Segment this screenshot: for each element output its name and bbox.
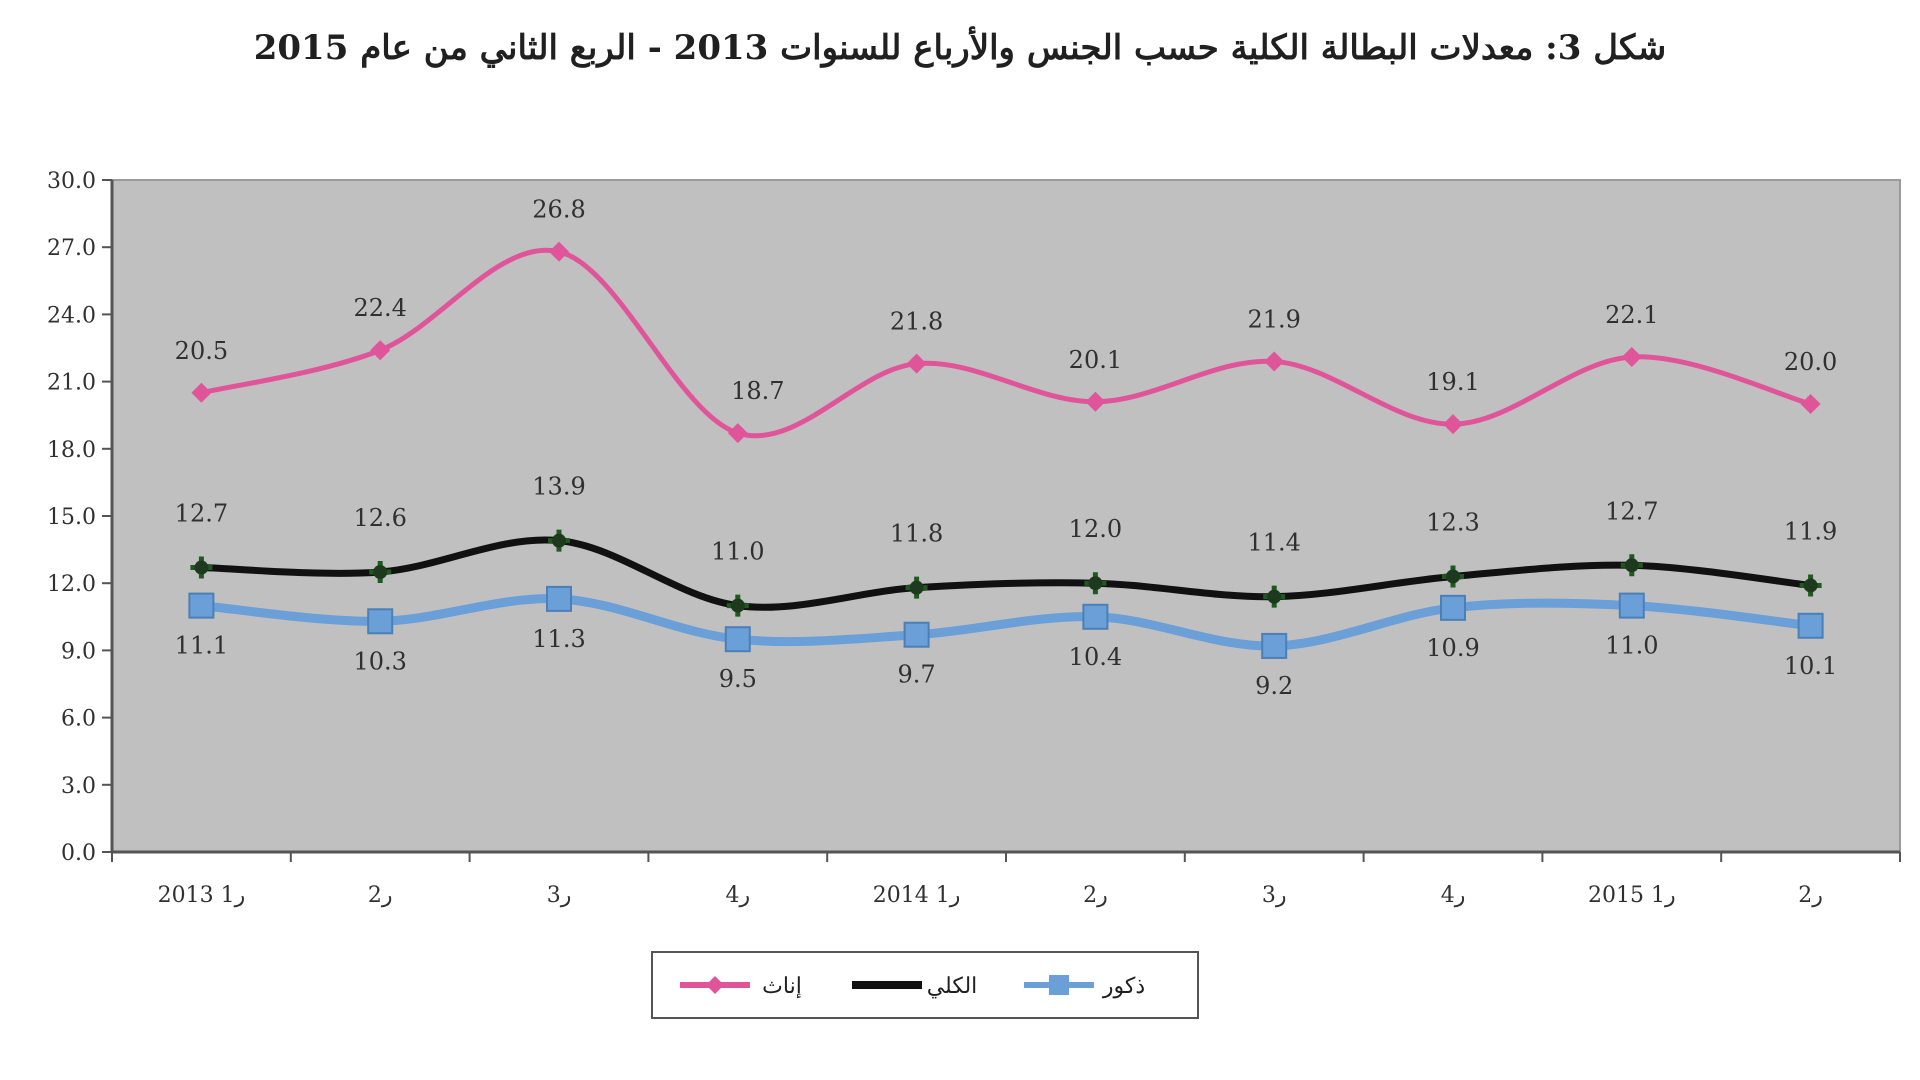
data-label: 13.9 bbox=[532, 473, 585, 501]
data-point bbox=[1446, 569, 1460, 584]
series-line-1 bbox=[197, 536, 1815, 611]
data-label: 22.4 bbox=[353, 294, 406, 322]
data-label: 11.3 bbox=[532, 625, 585, 653]
data-label: 12.0 bbox=[1069, 515, 1122, 543]
data-point bbox=[552, 533, 566, 548]
data-point bbox=[1440, 594, 1466, 621]
x-tick-label: ر2 bbox=[1798, 883, 1823, 908]
series-line-2 bbox=[196, 594, 1816, 651]
data-point bbox=[1621, 346, 1642, 367]
data-point bbox=[1085, 391, 1106, 412]
data-point bbox=[730, 598, 745, 613]
x-tick-label: ر1 2014 bbox=[873, 883, 961, 908]
data-point bbox=[909, 580, 924, 595]
data-point bbox=[727, 423, 748, 444]
data-point bbox=[549, 241, 569, 262]
data-label: 11.4 bbox=[1247, 529, 1300, 557]
data-label: 12.7 bbox=[175, 500, 228, 528]
legend-marker bbox=[706, 976, 724, 994]
legend-marker bbox=[1049, 975, 1069, 995]
data-point bbox=[370, 340, 391, 361]
data-label: 9.5 bbox=[719, 665, 757, 693]
y-tick-label: 27.0 bbox=[47, 236, 96, 261]
data-label: 11.0 bbox=[711, 538, 764, 566]
data-label: 26.8 bbox=[532, 196, 585, 224]
plot-area bbox=[111, 179, 1901, 853]
data-label: 20.0 bbox=[1784, 348, 1837, 376]
data-label: 12.7 bbox=[1605, 497, 1658, 525]
data-label: 20.1 bbox=[1069, 346, 1122, 374]
data-label: 19.1 bbox=[1426, 368, 1479, 396]
legend-label: إناث bbox=[762, 974, 802, 999]
data-point bbox=[903, 621, 930, 648]
data-label: 10.1 bbox=[1784, 652, 1837, 680]
y-tick-label: 30.0 bbox=[47, 169, 96, 194]
data-label: 20.5 bbox=[175, 337, 228, 365]
data-point bbox=[1443, 414, 1463, 435]
data-label: 12.3 bbox=[1426, 508, 1479, 536]
data-point bbox=[1261, 632, 1288, 659]
data-point bbox=[373, 565, 388, 579]
legend-label: ذكور bbox=[1102, 974, 1145, 999]
data-point bbox=[367, 608, 394, 635]
data-label: 11.8 bbox=[890, 520, 943, 548]
data-point bbox=[1264, 351, 1285, 372]
y-tick-label: 0.0 bbox=[61, 841, 96, 866]
data-point bbox=[1800, 394, 1821, 414]
data-point bbox=[1088, 576, 1103, 591]
data-label: 18.7 bbox=[731, 377, 784, 405]
y-tick-label: 24.0 bbox=[47, 303, 96, 328]
data-point bbox=[1797, 612, 1824, 639]
data-label: 10.4 bbox=[1069, 643, 1122, 671]
data-point bbox=[1803, 578, 1818, 593]
data-point bbox=[546, 585, 572, 612]
data-label: 22.1 bbox=[1605, 301, 1658, 329]
data-point bbox=[188, 592, 215, 619]
y-tick-label: 12.0 bbox=[47, 572, 96, 597]
data-label: 21.8 bbox=[890, 308, 943, 336]
data-label: 10.9 bbox=[1426, 634, 1479, 662]
series-line-0 bbox=[198, 247, 1814, 439]
x-tick-label: ر4 bbox=[725, 883, 750, 908]
x-tick-label: ر3 bbox=[547, 883, 572, 908]
y-tick-label: 21.0 bbox=[47, 371, 96, 396]
y-tick-label: 6.0 bbox=[61, 707, 96, 732]
data-point bbox=[1618, 592, 1645, 619]
legend-label: الكلي bbox=[927, 974, 978, 999]
y-tick-label: 9.0 bbox=[61, 639, 96, 664]
data-point bbox=[1082, 603, 1109, 630]
x-tick-label: ر2 bbox=[1083, 883, 1108, 908]
data-label: 21.9 bbox=[1247, 305, 1300, 333]
data-label: 12.6 bbox=[353, 504, 406, 532]
x-tick-label: ر4 bbox=[1441, 883, 1466, 908]
data-label: 10.3 bbox=[353, 647, 406, 675]
data-label: 9.2 bbox=[1255, 672, 1293, 700]
data-label: 9.7 bbox=[898, 661, 936, 689]
x-tick-label: ر3 bbox=[1262, 883, 1287, 908]
x-tick-label: ر1 2013 bbox=[158, 883, 246, 908]
data-label: 11.0 bbox=[1605, 632, 1658, 660]
data-point bbox=[1624, 558, 1639, 573]
y-tick-label: 15.0 bbox=[47, 505, 96, 530]
chart-title: شكل 3: معدلات البطالة الكلية حسب الجنس و… bbox=[253, 28, 1667, 68]
x-tick-label: ر2 bbox=[368, 883, 393, 908]
data-point bbox=[194, 560, 209, 575]
data-label: 11.1 bbox=[175, 632, 228, 660]
data-point bbox=[191, 382, 212, 403]
y-tick-label: 18.0 bbox=[47, 438, 96, 463]
data-point bbox=[724, 626, 751, 653]
data-point bbox=[1267, 589, 1282, 604]
x-tick-label: ر1 2015 bbox=[1588, 883, 1676, 908]
data-label: 11.9 bbox=[1784, 517, 1837, 545]
y-tick-label: 3.0 bbox=[61, 774, 96, 799]
data-point bbox=[906, 353, 927, 374]
